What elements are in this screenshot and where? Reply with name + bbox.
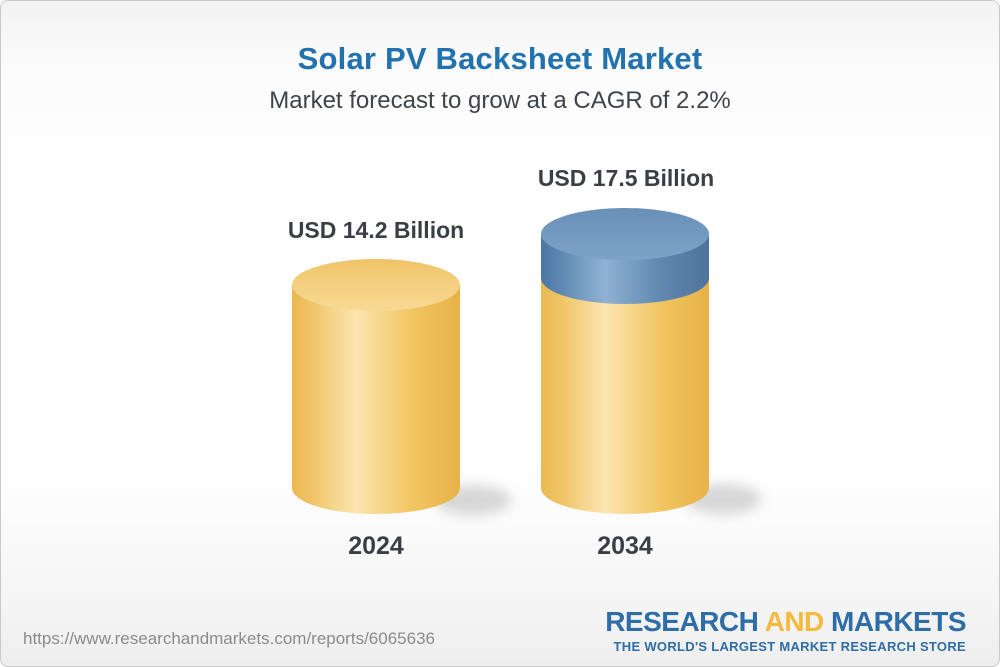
logo-word-markets: MARKETS [831, 606, 966, 637]
bar-2024-category-label: 2024 [348, 532, 404, 560]
page-title: Solar PV Backsheet Market [297, 41, 703, 76]
bar-2024-cylinder [292, 259, 460, 514]
research-and-markets-logo: RESEARCH AND MARKETS THE WORLD'S LARGEST… [605, 608, 966, 655]
logo-wordmark: RESEARCH AND MARKETS [605, 608, 966, 636]
logo-tagline: THE WORLD'S LARGEST MARKET RESEARCH STOR… [613, 639, 966, 654]
logo-word-and: AND [764, 606, 825, 637]
bar-2024-value-label: USD 14.2 Billion [287, 217, 465, 243]
logo-word-research: RESEARCH [605, 606, 759, 637]
bar-2034-growth-segment [541, 208, 709, 304]
bar-2034-category-label: 2034 [597, 532, 653, 560]
page-subtitle: Market forecast to grow at a CAGR of 2.2… [269, 87, 731, 114]
report-url: https://www.researchandmarkets.com/repor… [23, 629, 435, 648]
bar-2034-value-label: USD 17.5 Billion [537, 165, 715, 191]
bar-2034-base-cylinder [541, 278, 709, 514]
